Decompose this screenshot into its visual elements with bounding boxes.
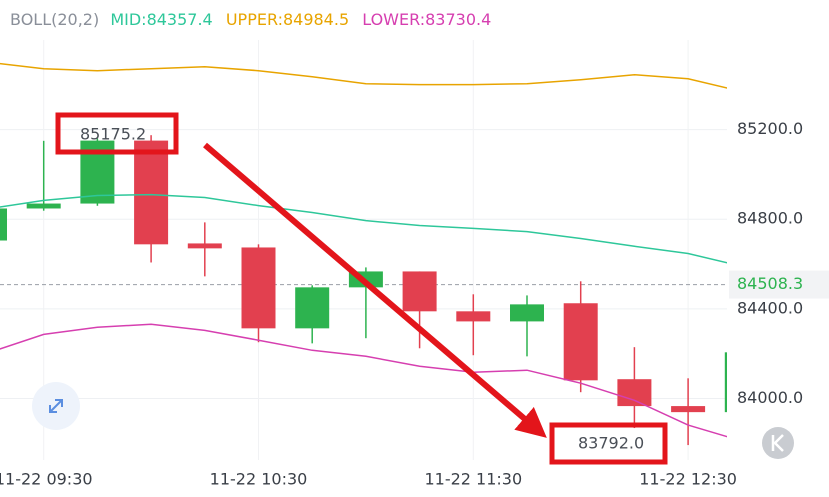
y-tick-label: 84400.0	[737, 298, 803, 317]
candle-body	[563, 303, 598, 381]
lower-label: LOWER:83730.4	[362, 10, 491, 29]
candle-body	[671, 406, 706, 413]
annotation-arrow	[203, 142, 547, 438]
annotation-box	[549, 422, 668, 465]
collapse-button[interactable]	[762, 427, 794, 459]
y-tick-label: 85200.0	[737, 119, 803, 138]
x-tick-label: 11-22 09:30	[0, 470, 93, 489]
boll-line	[0, 193, 727, 264]
upper-label: UPPER:84984.5	[226, 10, 349, 29]
candle-body	[402, 271, 437, 312]
candle-body	[0, 208, 7, 241]
boll-line	[0, 323, 727, 438]
low-label: 83792.0	[578, 434, 644, 453]
candle-body	[26, 203, 61, 209]
y-tick-label: 84000.0	[737, 388, 803, 407]
plot	[0, 62, 727, 446]
boll-line	[0, 62, 727, 89]
x-tick-label: 11-22 11:30	[424, 470, 522, 489]
indicator-label: BOLL(20,2)	[10, 10, 99, 29]
candle-body	[724, 352, 727, 413]
candle-body	[295, 287, 330, 329]
candle-body	[510, 304, 544, 322]
last-price-label: 84508.3	[737, 274, 803, 293]
x-tick-label: 11-22 10:30	[210, 470, 308, 489]
candle-body	[241, 247, 276, 329]
header: BOLL(20,2) MID:84357.4 UPPER:84984.5 LOW…	[10, 10, 491, 29]
zoom-button[interactable]	[32, 382, 80, 430]
annotation-box	[55, 112, 179, 155]
y-tick-label: 84800.0	[737, 209, 803, 228]
candle-body	[187, 243, 222, 249]
last-price-box	[729, 270, 829, 299]
candle-body	[456, 311, 491, 322]
labels: 84000.0 84400.0 84800.0 85200.0 11-22 09:30 1…	[0, 119, 829, 489]
x-tick-label: 11-22 12:30	[639, 470, 737, 489]
mid-label: MID:84357.4	[110, 10, 212, 29]
candle-body	[134, 140, 169, 245]
high-label: 85175.2	[80, 125, 146, 144]
candle-body	[617, 379, 652, 407]
